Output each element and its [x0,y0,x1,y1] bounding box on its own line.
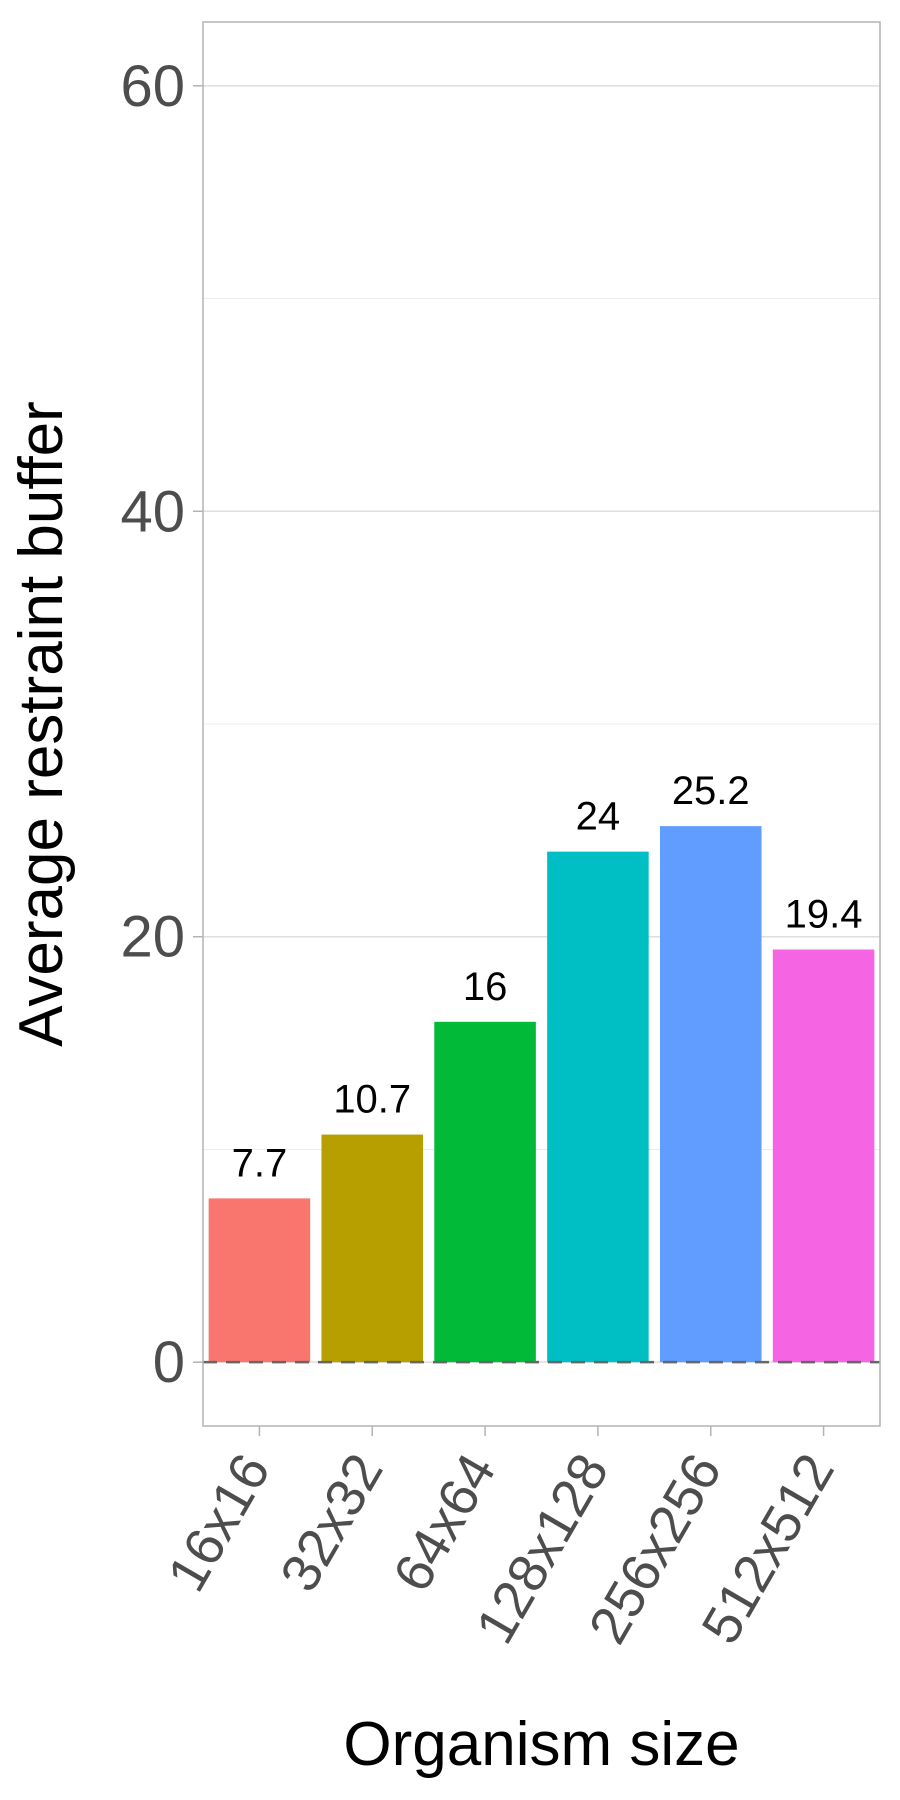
bar-128x128 [547,851,649,1363]
data-label-512x512: 19.4 [785,892,863,936]
x-tick-label-64x64: 64x64 [382,1444,508,1601]
bar-512x512 [772,949,875,1363]
plot-panel-border [202,21,881,1427]
data-labels: 7.7 10.7 16 24 25.2 19.4 [232,769,863,1185]
bar-64x64 [434,1021,536,1363]
data-label-64x64: 16 [463,965,508,1009]
bar-32x32 [321,1134,424,1363]
y-tick-label-60: 60 [120,54,185,119]
y-tick-label-40: 40 [120,479,185,544]
bars [208,826,875,1363]
data-label-256x256: 25.2 [672,769,750,813]
data-label-128x128: 24 [576,795,621,839]
y-tick-label-20: 20 [120,905,185,970]
bar-256x256 [659,826,762,1363]
y-tick-label-0: 0 [153,1330,185,1395]
y-axis: 0 20 40 60 [120,54,203,1395]
x-axis-title: Organism size [343,1710,739,1779]
gridlines [203,85,880,1363]
data-label-32x32: 10.7 [333,1078,411,1122]
x-tick-label-32x32: 32x32 [269,1444,395,1601]
x-tick-label-16x16: 16x16 [156,1444,282,1601]
data-label-16x16: 7.7 [232,1141,288,1185]
bar-16x16 [208,1198,311,1363]
y-axis-title: Average restraint buffer [7,401,76,1047]
